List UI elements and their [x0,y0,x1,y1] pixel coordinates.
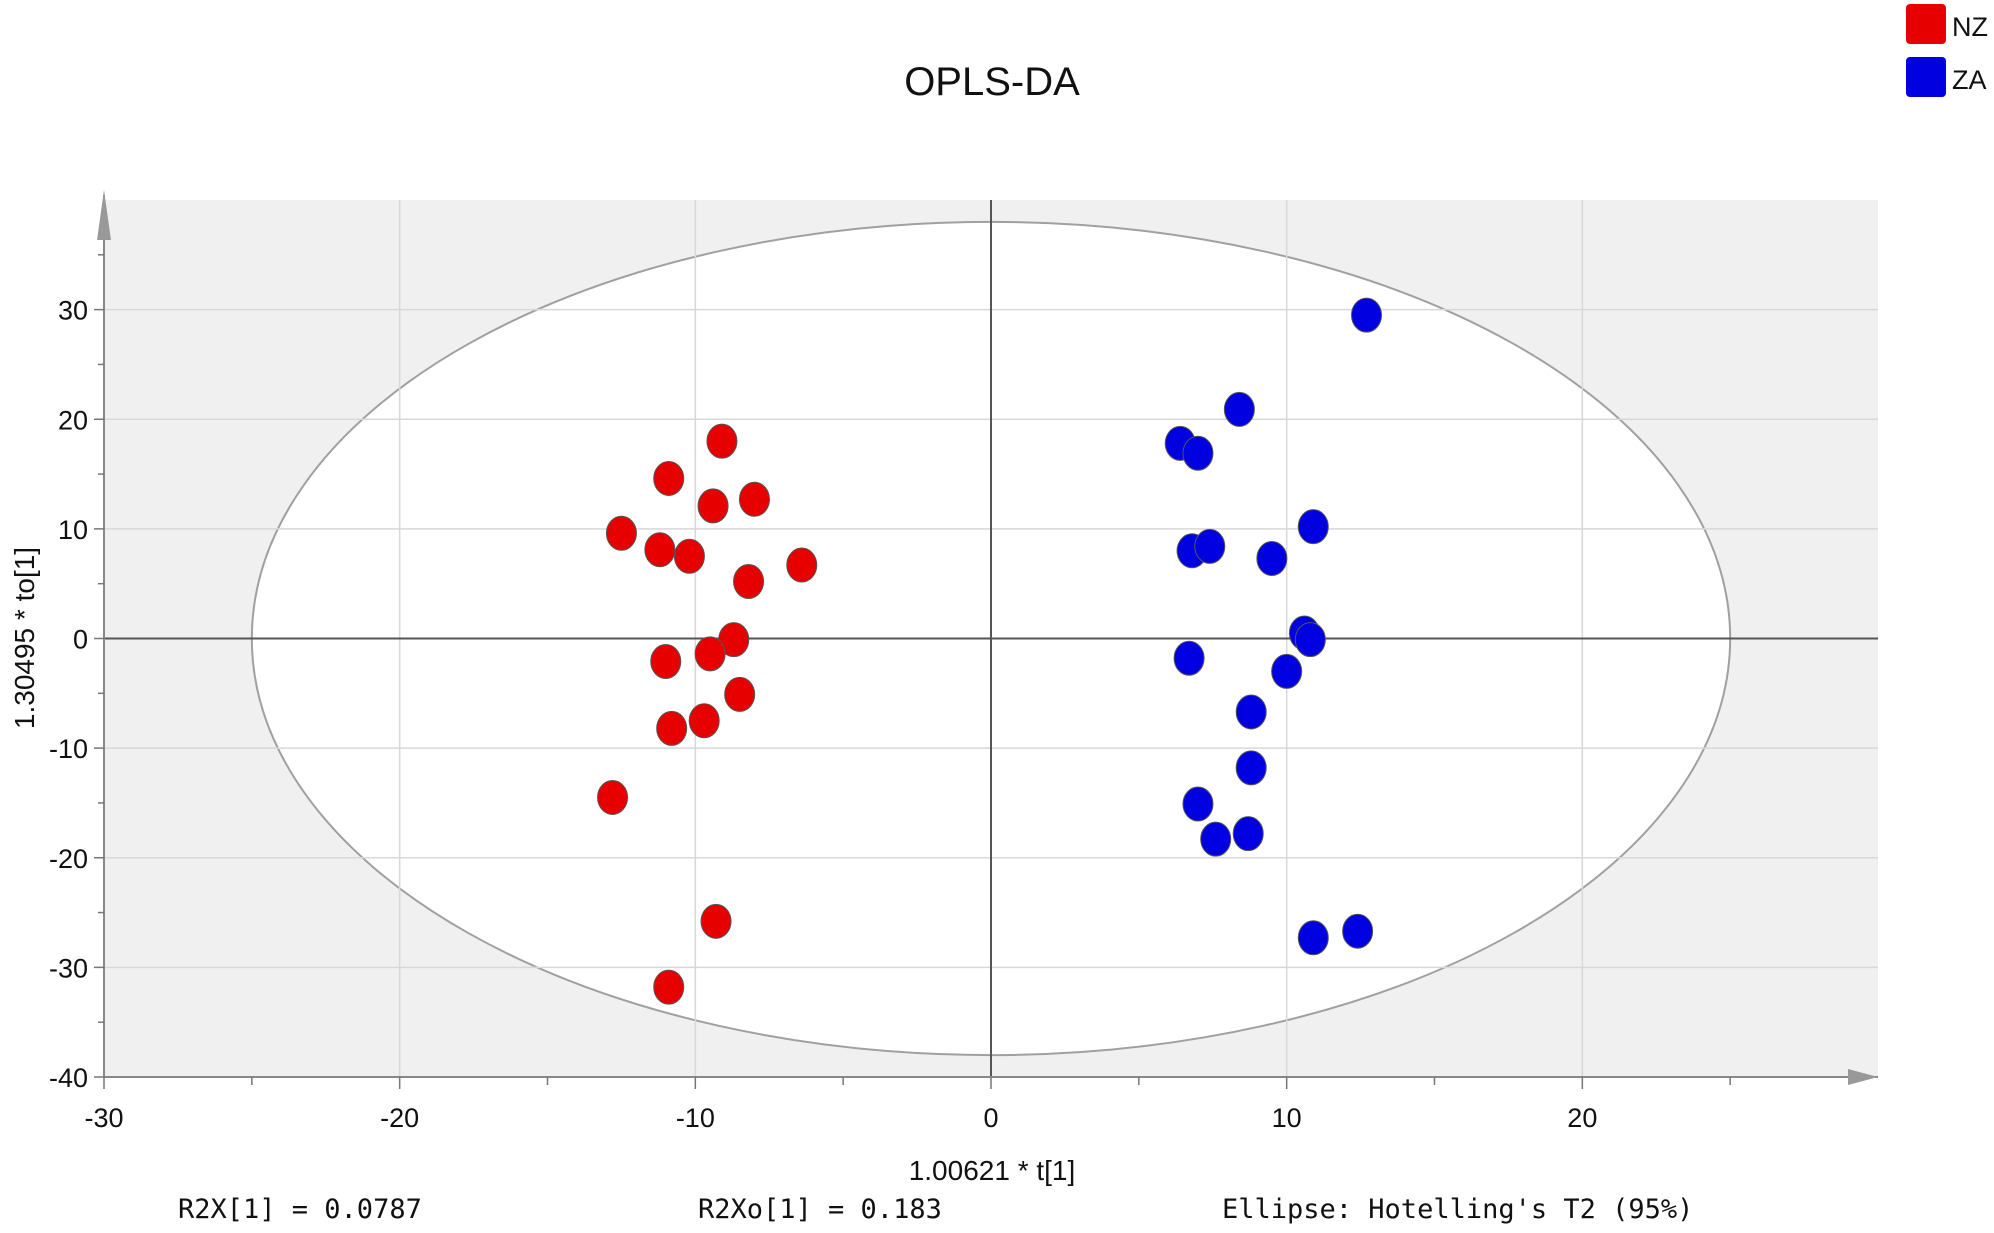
data-point-nz [597,779,629,815]
data-point-nz [697,488,729,524]
legend: NZ ZA [1906,4,1988,97]
data-point-za [1350,297,1382,333]
data-point-nz [706,423,738,459]
data-point-za [1232,816,1264,852]
data-point-za [1235,694,1267,730]
annotation-r2xo: R2Xo[1] = 0.183 [698,1194,942,1225]
x-axis-arrow [1848,1069,1878,1085]
annotation-r2x: R2X[1] = 0.0787 [178,1194,422,1225]
data-point-nz [724,676,756,712]
data-point-za [1182,435,1214,471]
y-tick-label: -20 [49,844,88,874]
y-axis-arrow [97,190,111,240]
legend-swatch-nz [1906,4,1946,44]
legend-label-nz: NZ [1952,12,1988,42]
data-point-za [1182,786,1214,822]
data-point-nz [738,481,770,517]
data-point-nz [650,644,682,680]
y-tick-label: -40 [49,1063,88,1093]
x-axis-label: 1.00621 * t[1] [909,1155,1076,1186]
data-point-za [1256,540,1288,576]
y-axis-label: 1.30495 * to[1] [9,547,40,729]
y-tick-label: -10 [49,734,88,764]
data-point-nz [653,969,685,1005]
data-points [597,297,1382,1005]
x-tick-label: 20 [1567,1103,1597,1133]
data-point-nz [786,547,818,583]
data-point-za [1297,509,1329,545]
data-point-za [1294,622,1326,658]
legend-swatch-za [1906,57,1946,97]
data-point-nz [605,515,637,551]
data-point-za [1271,653,1303,689]
x-tick-label: 10 [1272,1103,1302,1133]
chart-title: OPLS-DA [904,60,1080,104]
x-tick-label: -10 [676,1103,715,1133]
tick-labels: -30 -20 -10 0 10 20 -40 -30 -20 -10 0 10 20 30 [49,296,1597,1133]
data-point-za [1223,391,1255,427]
data-point-za [1342,913,1374,949]
x-tick-label: -20 [380,1103,419,1133]
data-point-nz [700,903,732,939]
x-tick-label: -30 [84,1103,123,1133]
data-point-nz [688,703,720,739]
data-point-nz [694,636,726,672]
y-tick-label: 30 [58,296,88,326]
data-point-za [1173,640,1205,676]
y-tick-label: 10 [58,515,88,545]
data-point-za [1297,920,1329,956]
y-tick-label: -30 [49,953,88,983]
data-point-nz [653,460,685,496]
data-point-nz [656,710,688,746]
x-tick-label: 0 [983,1103,998,1133]
y-tick-label: 20 [58,405,88,435]
annotation-ellipse: Ellipse: Hotelling's T2 (95%) [1222,1194,1693,1225]
axes [94,190,1878,1089]
data-point-za [1235,750,1267,786]
data-point-za [1200,821,1232,857]
data-point-nz [673,538,705,574]
data-point-nz [644,532,676,568]
legend-label-za: ZA [1952,65,1987,95]
data-point-nz [733,563,765,599]
data-point-za [1194,528,1226,564]
y-tick-label: 0 [73,625,88,655]
